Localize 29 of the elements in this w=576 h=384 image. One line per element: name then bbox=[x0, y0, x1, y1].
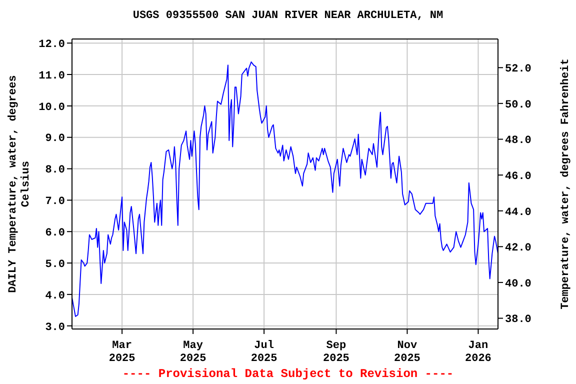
chart-title: USGS 09355500 SAN JUAN RIVER NEAR ARCHULETA, NM bbox=[132, 10, 444, 22]
y2-tick-label: 52.0 bbox=[505, 64, 532, 76]
x-tick-label: Jul 2025 bbox=[250, 340, 278, 365]
x-tick-label: Sep 2025 bbox=[323, 340, 350, 365]
text: ---- Provisional Data Subject to Revision ---- bbox=[121, 367, 455, 381]
y-tick-label: 9.0 bbox=[45, 133, 65, 146]
y2-tick-label: 42.0 bbox=[505, 242, 532, 255]
y2-tick-label: 46.0 bbox=[505, 170, 532, 183]
line-series bbox=[72, 61, 498, 317]
y-tick-label: 3.0 bbox=[45, 322, 65, 334]
x-tick-label: Mar 2025 bbox=[108, 340, 136, 365]
y-tick-label: 6.0 bbox=[45, 228, 65, 240]
y2-tick-label: 48.0 bbox=[505, 135, 532, 148]
y-tick-label: 11.0 bbox=[38, 70, 65, 82]
y2-tick-label: 50.0 bbox=[505, 99, 532, 112]
x-tick-label: May 2025 bbox=[180, 340, 207, 365]
y-tick-label: 10.0 bbox=[38, 102, 65, 114]
y2-tick-label: 44.0 bbox=[505, 206, 532, 219]
y-axis-title: DAILY Temperature, water, degrees Celsius bbox=[8, 75, 32, 293]
x-tick-label: Nov 2025 bbox=[394, 340, 421, 365]
y-tick-label: 12.0 bbox=[38, 38, 65, 51]
y-tick-label: 7.0 bbox=[45, 196, 65, 208]
x-tick-label: Jan 2026 bbox=[465, 340, 492, 365]
y-tick-label: 4.0 bbox=[45, 290, 65, 302]
y-tick-label: 8.0 bbox=[45, 164, 65, 177]
y2-axis-title: Temperature, water, degrees Fahrenheit bbox=[560, 58, 572, 310]
y2-tick-label: 40.0 bbox=[505, 278, 532, 290]
y-tick-label: 5.0 bbox=[45, 258, 65, 271]
y2-tick-label: 38.0 bbox=[505, 314, 532, 326]
